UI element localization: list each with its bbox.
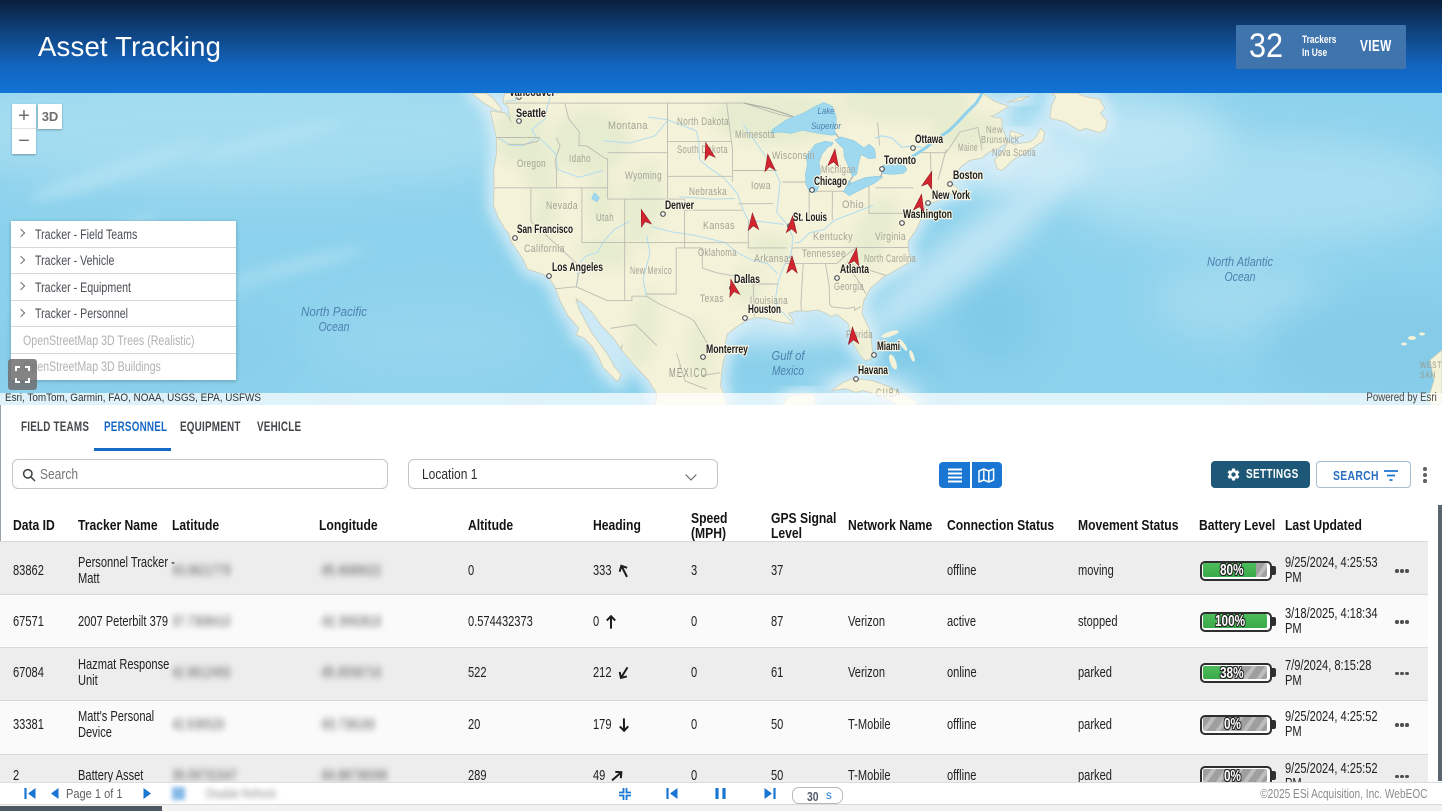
svg-text:New: New — [986, 125, 1003, 136]
svg-text:Brunswick: Brunswick — [981, 135, 1019, 146]
svg-text:Minnesota: Minnesota — [735, 129, 775, 141]
svg-text:Michigan: Michigan — [821, 164, 856, 176]
svg-text:Miami: Miami — [877, 341, 900, 353]
svg-text:Havana: Havana — [858, 365, 888, 377]
svg-text:Oklahoma: Oklahoma — [698, 247, 737, 259]
svg-text:Denver: Denver — [665, 200, 694, 212]
svg-text:Virginia: Virginia — [875, 231, 906, 243]
svg-text:California: California — [524, 243, 565, 255]
svg-text:Wisconsin: Wisconsin — [772, 150, 815, 162]
svg-text:Seattle: Seattle — [516, 108, 546, 120]
svg-text:North Dakota: North Dakota — [677, 116, 729, 128]
svg-text:Ocean: Ocean — [319, 320, 350, 334]
svg-text:Nevada: Nevada — [546, 200, 578, 212]
svg-text:Nova Scotia: Nova Scotia — [992, 147, 1036, 159]
svg-text:WEST: WEST — [1420, 360, 1442, 370]
svg-text:Nebraska: Nebraska — [689, 186, 727, 198]
svg-text:Wyoming: Wyoming — [625, 170, 662, 182]
svg-text:Vancouver: Vancouver — [509, 93, 555, 99]
svg-text:Texas: Texas — [700, 293, 724, 305]
svg-text:San Francisco: San Francisco — [517, 224, 573, 236]
svg-text:Dallas: Dallas — [734, 274, 760, 286]
svg-text:Arkansas: Arkansas — [754, 253, 794, 265]
svg-text:St. Louis: St. Louis — [793, 212, 827, 224]
svg-text:Washington: Washington — [903, 209, 952, 221]
svg-text:Maine: Maine — [958, 142, 978, 154]
svg-text:Houston: Houston — [748, 304, 781, 316]
svg-text:Utah: Utah — [596, 212, 614, 224]
svg-text:Montana: Montana — [608, 120, 648, 132]
svg-text:SAH: SAH — [1420, 370, 1436, 380]
svg-text:Ohio: Ohio — [842, 199, 864, 211]
svg-text:Lake: Lake — [818, 106, 835, 117]
svg-text:North Pacific: North Pacific — [301, 305, 368, 319]
svg-text:South Dakota: South Dakota — [677, 144, 728, 156]
svg-text:Los Angeles: Los Angeles — [552, 262, 603, 274]
svg-text:MÉXICO: MÉXICO — [669, 365, 708, 380]
svg-text:Mexico: Mexico — [772, 364, 804, 378]
svg-text:Chicago: Chicago — [814, 176, 847, 188]
svg-text:New Mexico: New Mexico — [630, 265, 672, 277]
svg-text:Oregon: Oregon — [517, 158, 546, 170]
svg-text:Idaho: Idaho — [569, 153, 591, 165]
svg-text:Ottawa: Ottawa — [915, 134, 943, 146]
svg-text:Superior: Superior — [811, 121, 842, 132]
svg-text:Monterrey: Monterrey — [706, 344, 748, 356]
svg-text:Boston: Boston — [953, 170, 983, 182]
svg-text:Ocean: Ocean — [1225, 270, 1256, 284]
svg-text:New York: New York — [932, 190, 970, 202]
svg-text:Georgia: Georgia — [834, 281, 864, 293]
svg-text:Iowa: Iowa — [751, 180, 771, 192]
svg-text:Toronto: Toronto — [884, 155, 916, 167]
svg-text:Atlanta: Atlanta — [840, 264, 869, 276]
svg-text:North Atlantic: North Atlantic — [1207, 255, 1274, 269]
svg-text:Gulf of: Gulf of — [772, 349, 806, 363]
svg-text:Kentucky: Kentucky — [813, 231, 853, 243]
svg-text:Tennessee: Tennessee — [802, 248, 846, 260]
svg-text:Kansas: Kansas — [703, 220, 735, 232]
svg-text:Louisiana: Louisiana — [750, 295, 788, 307]
svg-text:North Carolina: North Carolina — [864, 253, 916, 265]
